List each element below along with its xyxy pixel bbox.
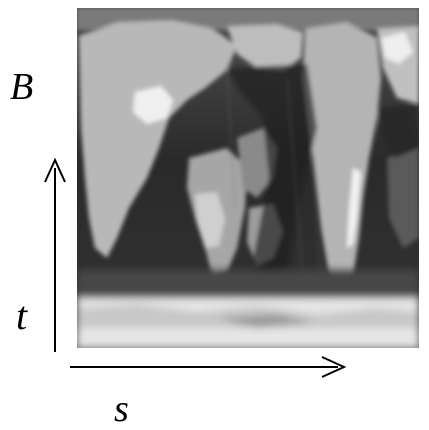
label-t: t [16, 293, 28, 338]
label-s: s [114, 388, 129, 430]
world-map-texture [77, 8, 419, 348]
map-image [77, 8, 419, 348]
s-axis-arrowhead [321, 356, 347, 378]
label-b: B [10, 66, 34, 108]
t-axis-arrowhead [44, 157, 66, 183]
